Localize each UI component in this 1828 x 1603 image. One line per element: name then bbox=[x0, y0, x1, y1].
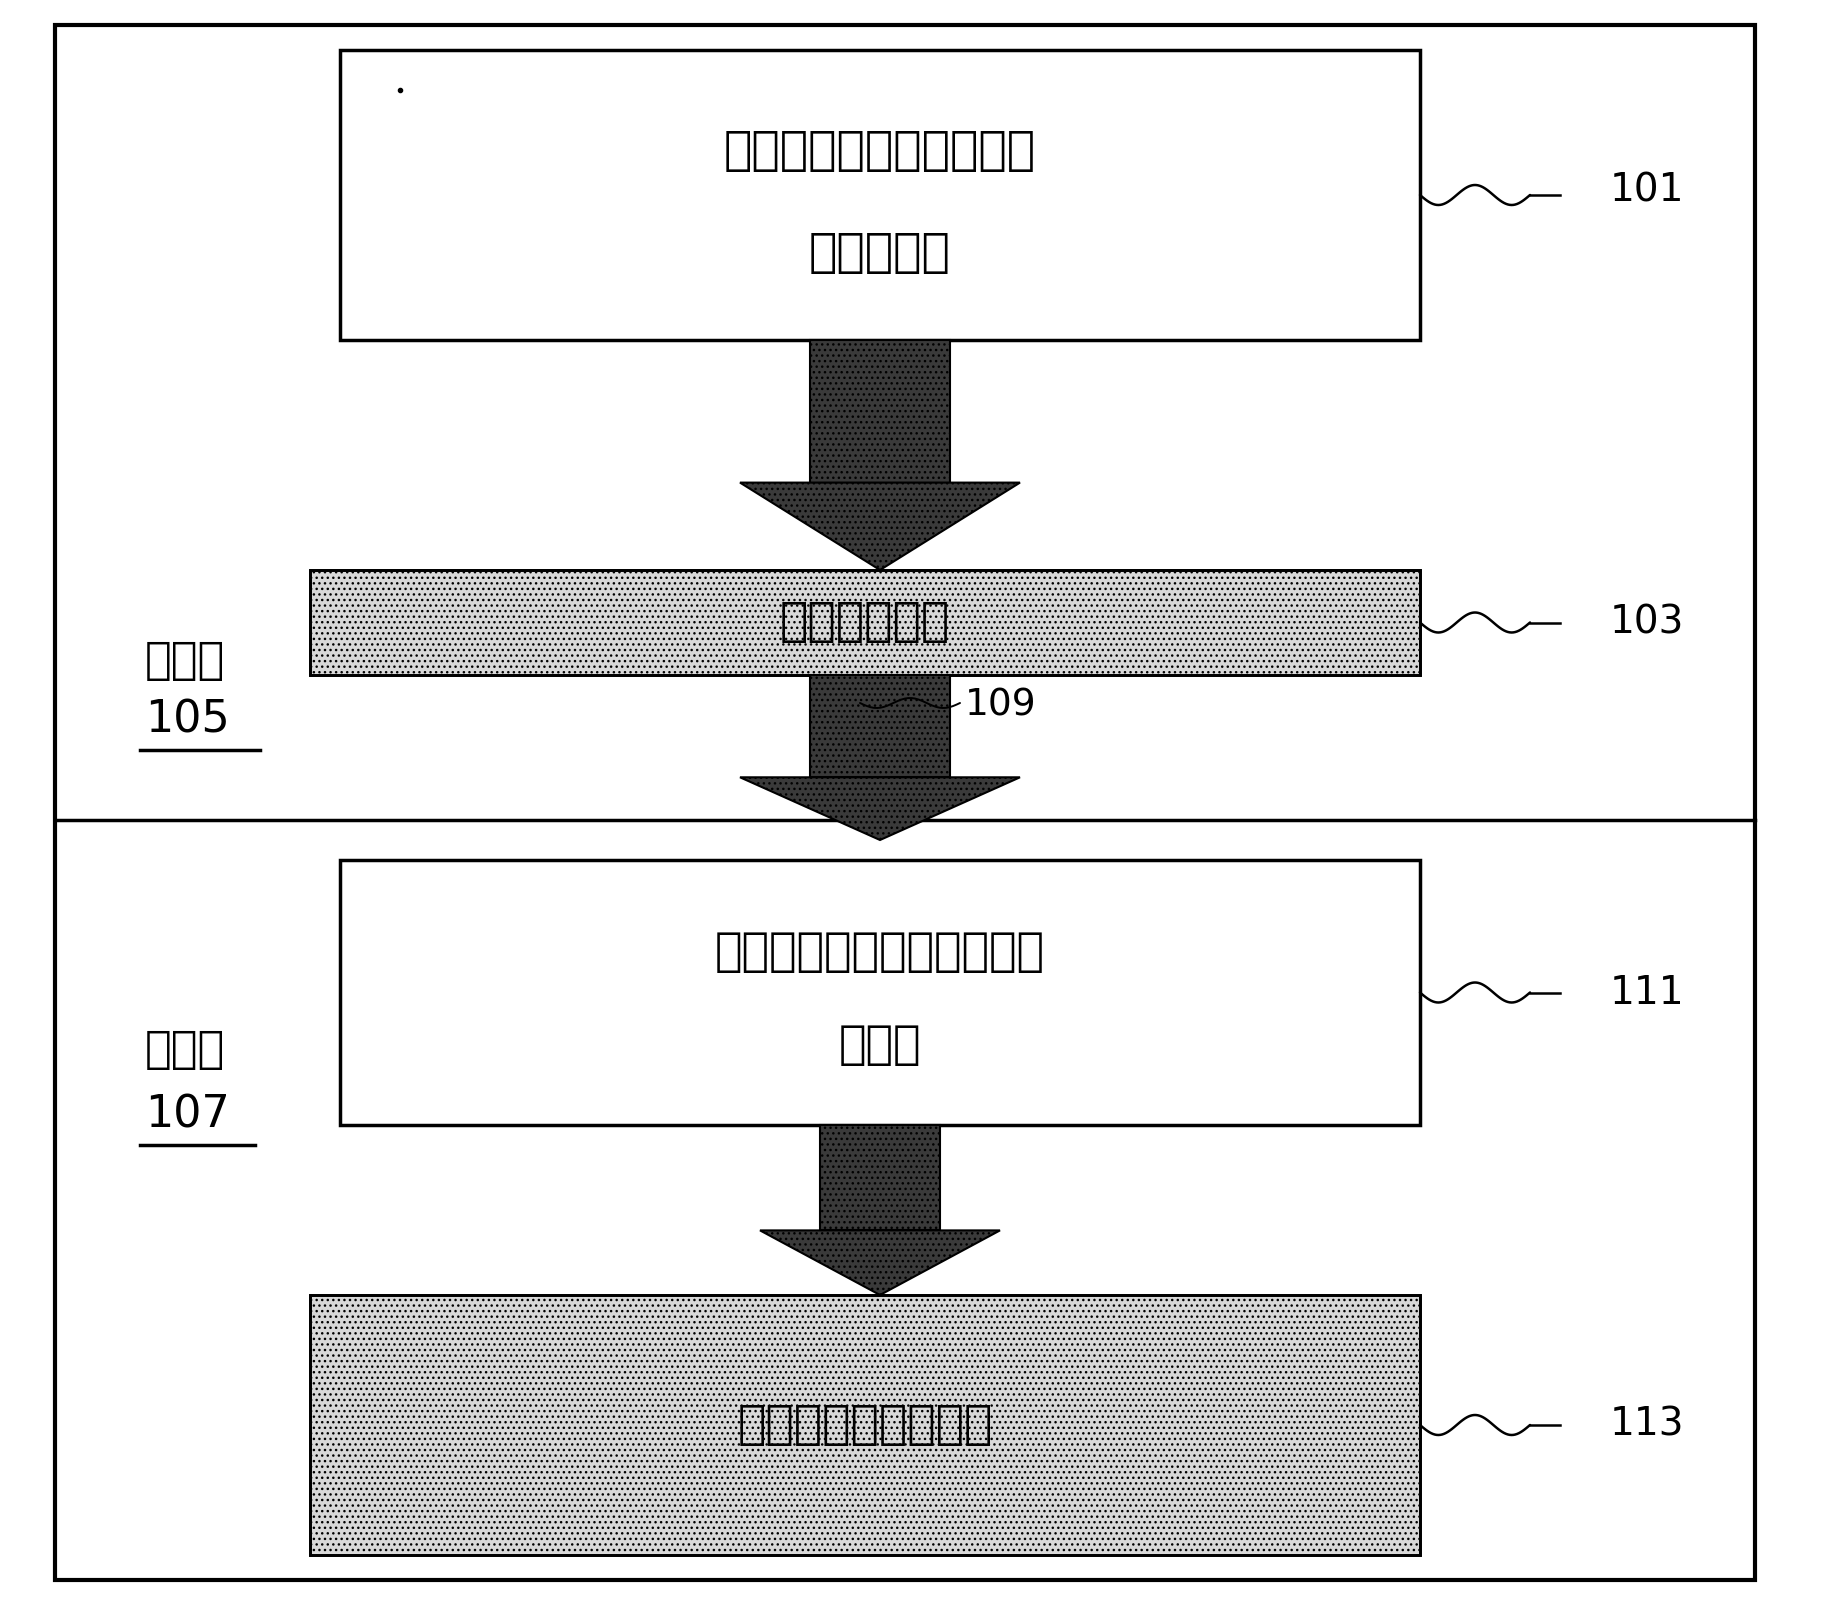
Polygon shape bbox=[740, 483, 1020, 571]
Polygon shape bbox=[740, 777, 1020, 840]
Bar bbox=[311, 1295, 1420, 1555]
Bar bbox=[340, 859, 1420, 1125]
Text: 109: 109 bbox=[965, 688, 1036, 723]
Text: 的布局设计: 的布局设计 bbox=[810, 231, 951, 276]
Text: 设计室: 设计室 bbox=[144, 638, 225, 681]
Bar bbox=[810, 340, 951, 483]
Text: 107: 107 bbox=[144, 1093, 230, 1137]
Text: 103: 103 bbox=[1610, 603, 1684, 641]
Text: 带有多重图案化标记信息: 带有多重图案化标记信息 bbox=[724, 128, 1036, 175]
Bar bbox=[311, 1295, 1420, 1555]
Text: 设计规则检查: 设计规则检查 bbox=[781, 600, 951, 644]
Text: 111: 111 bbox=[1610, 973, 1685, 1011]
Text: 化掩模: 化掩模 bbox=[839, 1023, 921, 1068]
Bar bbox=[821, 1125, 940, 1231]
Polygon shape bbox=[760, 1231, 1000, 1295]
Text: 多重图案化工艺制造: 多重图案化工艺制造 bbox=[737, 1403, 993, 1448]
Text: 105: 105 bbox=[144, 699, 230, 742]
Text: 利用标记信息分解多重图案: 利用标记信息分解多重图案 bbox=[715, 930, 1046, 975]
Text: 113: 113 bbox=[1610, 1406, 1684, 1444]
Bar bbox=[311, 571, 1420, 675]
Text: 101: 101 bbox=[1610, 172, 1684, 208]
Bar bbox=[311, 571, 1420, 675]
Bar bbox=[340, 50, 1420, 340]
Text: 制造厂: 制造厂 bbox=[144, 1029, 225, 1071]
Bar bbox=[810, 675, 951, 777]
